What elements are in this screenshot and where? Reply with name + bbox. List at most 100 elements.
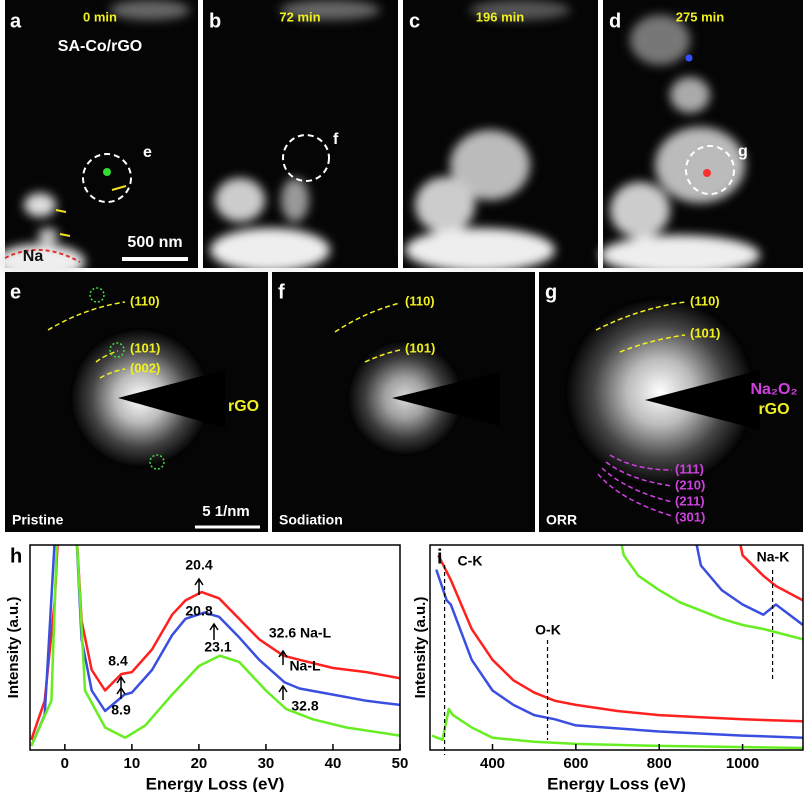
ring-label: (210) bbox=[675, 477, 705, 492]
series-line bbox=[30, 545, 400, 741]
phase-label: rGO bbox=[758, 401, 789, 418]
ring-arcs bbox=[597, 454, 673, 517]
scale-bar-label: 500 nm bbox=[127, 234, 182, 251]
marker-label: f bbox=[333, 131, 339, 148]
series-line bbox=[739, 545, 803, 602]
spot-circles bbox=[89, 287, 165, 470]
ring-label: (101) bbox=[690, 325, 720, 340]
series-line bbox=[30, 545, 400, 747]
panel-c: c 196 min bbox=[403, 0, 598, 272]
panel-letter: f bbox=[278, 281, 285, 303]
time: 72 min bbox=[279, 9, 320, 24]
sample: SA-Co/rGO bbox=[58, 38, 142, 55]
arrow bbox=[116, 686, 126, 699]
edge-label: Na-K bbox=[757, 549, 790, 565]
time: 0 min bbox=[83, 9, 117, 24]
arrow bbox=[278, 684, 288, 700]
panel-letter: d bbox=[609, 10, 621, 32]
ring-label: (101) bbox=[405, 340, 435, 355]
axes-frame bbox=[429, 544, 804, 751]
arrow bbox=[194, 577, 204, 595]
diffraction-glow bbox=[565, 297, 755, 487]
arrow bbox=[209, 622, 219, 640]
ring-label: (110) bbox=[690, 293, 720, 308]
ring-label: (211) bbox=[675, 493, 705, 508]
particles bbox=[600, 15, 760, 275]
beam-stop bbox=[118, 370, 225, 428]
point bbox=[685, 54, 693, 62]
marker-label: g bbox=[738, 143, 748, 160]
x-tick-label: 0 bbox=[61, 755, 69, 772]
series-line bbox=[695, 545, 803, 626]
x-tick-label: 400 bbox=[480, 755, 505, 772]
panel-letter: h bbox=[10, 545, 22, 567]
annotation: 8.9 bbox=[111, 702, 131, 718]
region-circle bbox=[685, 145, 735, 195]
edge-label: C-K bbox=[458, 553, 483, 569]
plot bbox=[30, 545, 400, 747]
tem-image bbox=[203, 0, 398, 268]
annotation: 20.4 bbox=[185, 557, 212, 573]
condition: Sodiation bbox=[279, 512, 343, 528]
boundary bbox=[4, 249, 81, 263]
y-axis-label: Intensity (a.u.) bbox=[412, 597, 429, 699]
region-circle bbox=[282, 134, 330, 182]
axes-frame bbox=[29, 544, 401, 751]
x-tick-label: 1000 bbox=[726, 755, 759, 772]
ring-label: (002) bbox=[130, 360, 160, 375]
annotation: Na-L bbox=[289, 658, 321, 674]
point bbox=[703, 169, 711, 177]
particles bbox=[405, 0, 570, 272]
panel-letter: b bbox=[209, 10, 221, 32]
ring-label: (301) bbox=[675, 509, 705, 524]
panel-f: f (110) (101) Sodiation bbox=[272, 272, 535, 532]
ring-label: (111) bbox=[675, 461, 704, 476]
x-tick-label: 20 bbox=[191, 755, 208, 772]
marker-label: e bbox=[143, 144, 152, 161]
x-tick-label: 50 bbox=[392, 755, 409, 772]
x-tick-label: 800 bbox=[647, 755, 672, 772]
panel-g: g (110) (101) Na₂O₂ rGO (111) (210) (211… bbox=[539, 272, 803, 532]
phase-label: rGO bbox=[228, 398, 259, 415]
panel-letter: g bbox=[545, 281, 557, 303]
ring-arcs bbox=[334, 302, 401, 363]
condition: Pristine bbox=[12, 512, 64, 528]
phase-label: Na₂O₂ bbox=[750, 381, 797, 398]
tem-image bbox=[5, 0, 198, 268]
series-line bbox=[620, 545, 803, 641]
x-axis-label: Energy Loss (eV) bbox=[146, 774, 285, 792]
time: 275 min bbox=[676, 9, 724, 24]
beam-stop bbox=[645, 370, 760, 430]
particles bbox=[0, 0, 190, 280]
series-line bbox=[437, 554, 803, 723]
panel-letter: i bbox=[437, 546, 443, 568]
panel-b: b 72 min f bbox=[203, 0, 398, 272]
annotation: 8.4 bbox=[108, 653, 128, 669]
annotation: 32.6 Na-L bbox=[269, 625, 332, 641]
annotation: 20.8 bbox=[185, 603, 212, 619]
ring-arcs bbox=[595, 301, 686, 353]
panel-e: e (110) (101) (002) rGO Pristine 5 1/nm bbox=[5, 272, 268, 532]
charts: 20.4 20.8 8.4 8.9 23.1 32.6 Na-L Na-L 32.8 0 10 20… bbox=[5, 544, 804, 792]
region-label: Na bbox=[23, 248, 44, 265]
particles bbox=[210, 0, 380, 272]
arrows bbox=[55, 185, 127, 237]
arrow bbox=[278, 649, 288, 665]
ring-label: (101) bbox=[130, 340, 160, 355]
ring-label: (110) bbox=[130, 293, 160, 308]
x-axis-label: Energy Loss (eV) bbox=[547, 774, 686, 792]
beam-stop bbox=[392, 372, 500, 426]
annotation: 23.1 bbox=[204, 639, 231, 655]
ring-arcs bbox=[47, 301, 126, 379]
series-line bbox=[435, 569, 803, 739]
panel-letter: e bbox=[10, 281, 21, 303]
x-tick-label: 40 bbox=[325, 755, 342, 772]
series-line bbox=[431, 707, 803, 750]
series-line bbox=[30, 545, 400, 747]
y-axis-label: Intensity (a.u.) bbox=[5, 597, 22, 699]
point bbox=[103, 168, 111, 176]
x-tick-label: 10 bbox=[124, 755, 141, 772]
annotation: 32.8 bbox=[291, 698, 318, 714]
panel-letter: a bbox=[10, 10, 22, 32]
